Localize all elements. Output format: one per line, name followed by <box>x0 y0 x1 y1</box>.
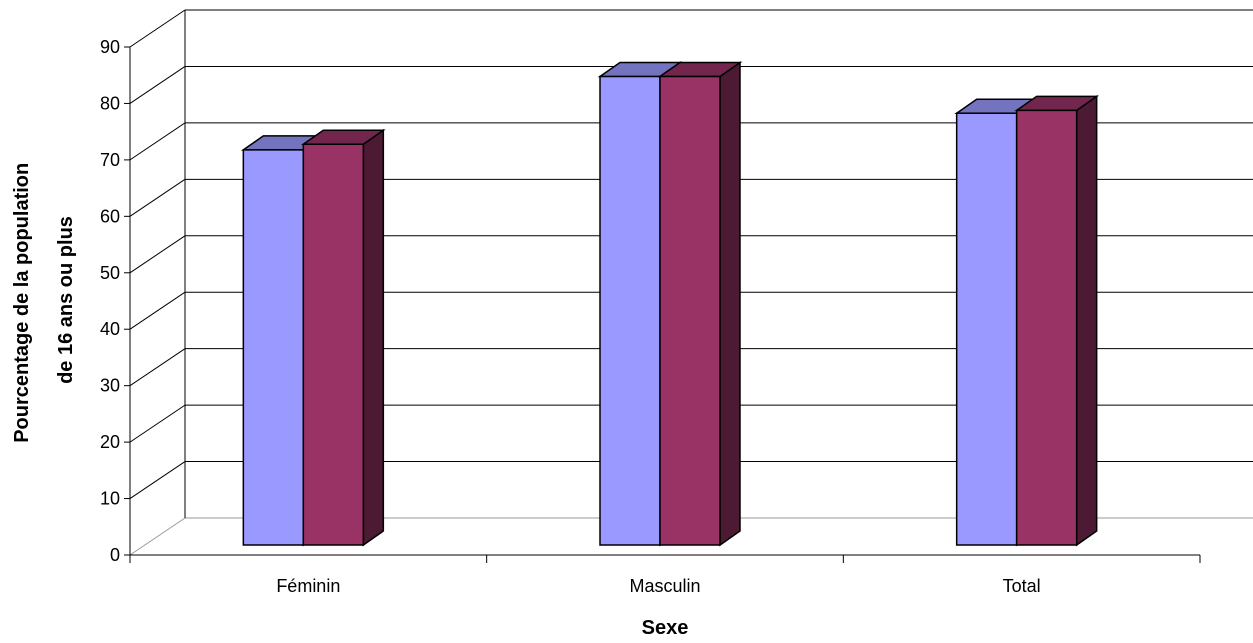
y-tick-label: 90 <box>100 37 120 57</box>
bar-front <box>955 112 1018 546</box>
y-tick-labels: 0 10 20 30 40 50 60 70 80 90 <box>100 37 120 565</box>
bar-front <box>302 143 365 546</box>
y-axis-title-line-2: de 16 ans ou plus <box>55 216 77 384</box>
bar-front <box>599 75 661 546</box>
bar-side <box>1075 94 1098 547</box>
bars <box>240 61 1100 547</box>
category-label: Masculin <box>629 576 700 596</box>
bar-front <box>659 75 721 546</box>
y-tick-label: 50 <box>100 263 120 283</box>
y-tick-label: 30 <box>100 376 120 396</box>
y-tick-label: 70 <box>100 150 120 170</box>
y-axis-title: Pourcentage de la population de 16 ans o… <box>11 157 77 443</box>
y-tick-label: 80 <box>100 93 120 113</box>
gridline-depth <box>129 66 186 104</box>
y-tick-label: 10 <box>100 489 120 509</box>
y-tick-label: 0 <box>110 545 120 565</box>
bar-side <box>362 128 385 547</box>
bar <box>1014 94 1100 547</box>
gridline-depth <box>129 461 186 499</box>
y-tick-label: 20 <box>100 432 120 452</box>
gridline-depth <box>129 291 186 330</box>
category-labels: Féminin Masculin Total <box>276 576 1040 596</box>
gridline-depth <box>129 178 186 217</box>
gridline-depth <box>129 235 186 274</box>
gridline-depth <box>129 9 186 48</box>
category-label: Total <box>1003 576 1041 596</box>
gridline-depth <box>129 517 186 556</box>
bar-side <box>719 61 741 547</box>
bar-front <box>242 149 305 546</box>
bar <box>657 61 743 547</box>
gridline-depth <box>129 404 186 443</box>
bar-front <box>1015 109 1078 546</box>
bar <box>300 128 386 547</box>
y-tick-label: 60 <box>100 206 120 226</box>
axes <box>124 46 1201 563</box>
y-axis-title-line-1: Pourcentage de la population <box>11 163 33 443</box>
gridline-depth <box>129 348 186 387</box>
y-tick-label: 40 <box>100 319 120 339</box>
x-axis-title: Sexe <box>642 617 689 639</box>
category-label: Féminin <box>276 576 340 596</box>
gridline-depth <box>129 122 186 161</box>
